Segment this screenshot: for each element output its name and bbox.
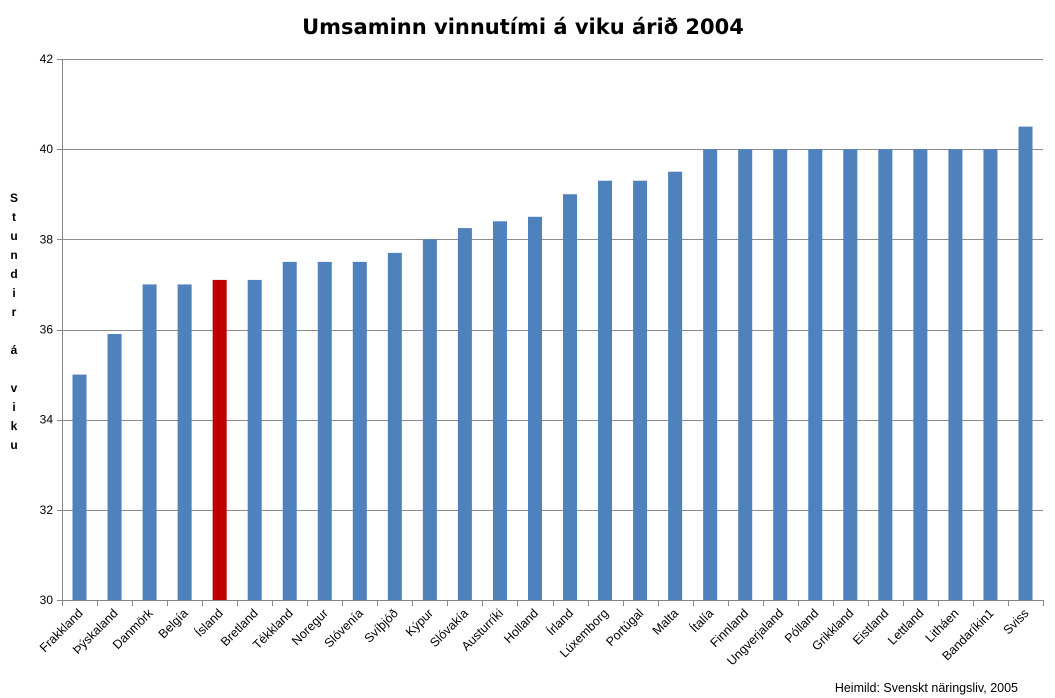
y-tick-label: 36 [40, 323, 54, 337]
bar-svíþjóð [387, 252, 402, 600]
y-axis-label-char: S [10, 191, 18, 205]
source-note: Heimild: Svenskt näringsliv, 2005 [835, 681, 1018, 695]
x-tick-label: Írland [543, 605, 576, 638]
bar-lúxemborg [598, 180, 613, 600]
x-tick-label: Slóvenía [322, 606, 366, 650]
bar-grikkland [843, 149, 858, 600]
y-axis-label-char: t [12, 210, 16, 224]
y-axis-label-char: d [10, 267, 17, 281]
bar-belgía [177, 284, 192, 600]
bar-austurríki [492, 221, 507, 601]
bar-slóvenía [352, 261, 367, 600]
bar-þýskaland [107, 334, 122, 600]
y-tick-label: 30 [40, 593, 54, 607]
x-tick-label: Portúgal [603, 606, 646, 649]
chart-title: Umsaminn vinnutími á viku árið 2004 [302, 15, 744, 39]
bar-bandaríkin1 [983, 149, 998, 600]
y-tick-label: 32 [40, 503, 54, 517]
bar-finnland [738, 149, 753, 600]
bar-sviss [1018, 126, 1033, 600]
bar-litháen [948, 149, 963, 600]
bar-noregur [317, 261, 332, 600]
y-axis-label-char: u [10, 229, 17, 243]
bar-kýpur [422, 239, 437, 601]
y-tick-label: 34 [40, 413, 54, 427]
bar-bretland [247, 279, 262, 600]
bar-írland [563, 194, 578, 600]
bar-danmörk [142, 284, 157, 600]
bar-frakkland [72, 374, 87, 600]
x-tick-label: Sviss [1001, 606, 1032, 637]
x-tick-label: Ítalía [687, 605, 717, 635]
x-tick-label: Svíþjóð [362, 606, 401, 645]
x-tick-label: Ísland [192, 605, 226, 639]
bar-holland [527, 216, 542, 600]
bar-pólland [808, 149, 823, 600]
bar-ungverjaland [773, 149, 788, 600]
bar-tékkland [282, 261, 297, 600]
y-tick-label: 42 [40, 52, 54, 66]
y-axis-label-char: n [10, 248, 17, 262]
bar-portúgal [633, 180, 648, 600]
y-tick-label: 40 [40, 142, 54, 156]
x-tick-label: Eistland [850, 606, 891, 647]
bar-eistland [878, 149, 893, 600]
gridlines [62, 59, 1043, 511]
axes [57, 59, 1044, 606]
y-axis-label-char: k [11, 419, 18, 433]
bar-ítalía [703, 149, 718, 600]
x-tick-label: Malta [650, 606, 682, 638]
y-axis-label-char: r [12, 305, 17, 319]
y-tick-label: 38 [40, 232, 54, 246]
bar-lettland [913, 149, 928, 600]
bars [72, 126, 1033, 601]
x-tick-label: Belgía [156, 606, 191, 641]
x-tick-label: Kýpur [403, 606, 436, 639]
x-tick-label: Holland [501, 606, 541, 646]
bar-malta [668, 171, 683, 601]
y-axis-label-char: u [10, 438, 17, 452]
y-axis-label-char: v [11, 381, 18, 395]
x-tick-label: Lettland [885, 606, 926, 647]
y-axis-label-char: á [11, 343, 18, 357]
bar-ísland [212, 279, 227, 600]
y-axis-ticks: 30 32 34 36 38 40 42 [40, 52, 54, 607]
y-axis-label-char: i [12, 400, 15, 414]
y-axis-label-char: i [12, 286, 15, 300]
bar-slóvakía [457, 228, 472, 600]
